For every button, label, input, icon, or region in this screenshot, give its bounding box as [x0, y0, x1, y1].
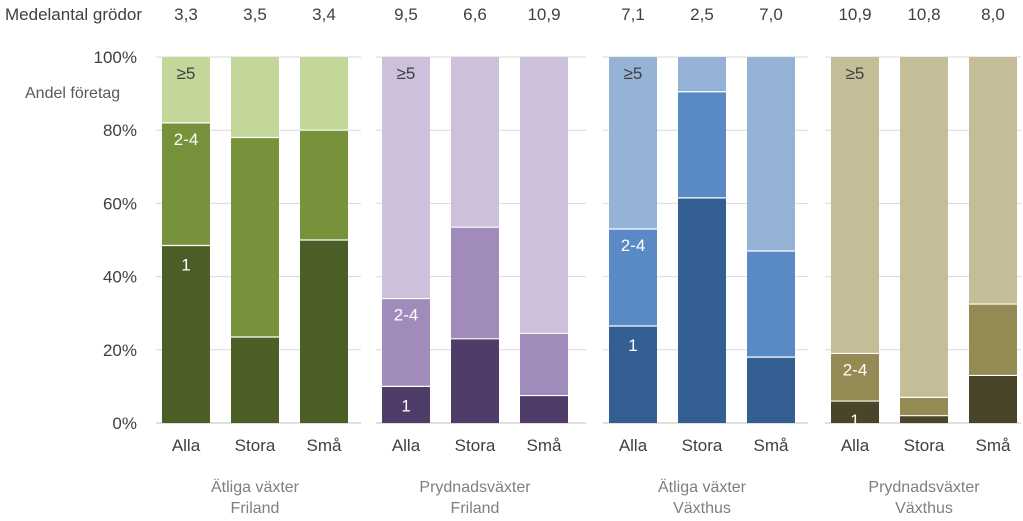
bar-segment: [162, 122, 210, 246]
mean-value: 8,0: [981, 5, 1005, 24]
mean-value: 10,9: [527, 5, 560, 24]
bar-segment: [678, 197, 726, 423]
group-label: Prydnadsväxter: [868, 479, 980, 496]
bar-segment: [609, 229, 657, 327]
group-label: Prydnadsväxter: [419, 479, 531, 496]
mean-row-label: Medelantal grödor: [5, 5, 142, 24]
bar-segment: [831, 57, 879, 354]
bar-segment: [300, 130, 348, 240]
x-tick-label: Alla: [392, 436, 421, 455]
bar-segment: [609, 326, 657, 423]
mean-value: 7,1: [621, 5, 645, 24]
bar-segment: [969, 304, 1017, 376]
segment-label: 2-4: [621, 236, 646, 255]
mean-value: 6,6: [463, 5, 487, 24]
bar-segment: [451, 338, 499, 423]
bars: [162, 57, 1017, 423]
labels: Medelantal grödor Andel företag 0% 20% 40%…: [5, 5, 1011, 517]
bar-segment: [969, 375, 1017, 423]
bar-segment: [747, 57, 795, 251]
group-label: Växthus: [895, 500, 953, 517]
x-tick-label: Små: [976, 436, 1012, 455]
mean-value: 3,3: [174, 5, 198, 24]
bar-segment: [678, 91, 726, 198]
x-tick-label: Stora: [235, 436, 276, 455]
x-tick-label: Alla: [172, 436, 201, 455]
y-tick-label: 80%: [103, 121, 137, 140]
bar-segment: [231, 336, 279, 423]
x-tick-label: Alla: [841, 436, 870, 455]
bar-segment: [520, 57, 568, 334]
bar-segment: [451, 227, 499, 339]
bar-segment: [609, 57, 657, 230]
bar-segment: [162, 245, 210, 423]
x-tick-label: Små: [307, 436, 343, 455]
bar-segment: [231, 137, 279, 337]
mean-value: 3,4: [312, 5, 336, 24]
bar-segment: [900, 415, 948, 423]
mean-value: 10,9: [838, 5, 871, 24]
bar-segment: [231, 57, 279, 138]
x-tick-label: Små: [754, 436, 790, 455]
bar-segment: [300, 57, 348, 131]
group-label: Friland: [231, 500, 280, 517]
segment-label: ≥5: [846, 64, 865, 83]
bar-segment: [831, 401, 879, 423]
group-label: Ätliga växter: [658, 478, 747, 496]
bar-segment: [520, 395, 568, 423]
bar-segment: [382, 298, 430, 387]
bar-segment: [678, 57, 726, 92]
y-tick-label: 100%: [94, 48, 137, 67]
group-label: Växthus: [673, 500, 731, 517]
segment-label: ≥5: [177, 64, 196, 83]
bar-segment: [900, 397, 948, 416]
segment-label: 2-4: [843, 360, 868, 379]
group-label: Ätliga växter: [211, 478, 300, 496]
gridlines: [156, 56, 1021, 424]
segment-label: 1: [850, 411, 859, 430]
bar-segment: [300, 240, 348, 423]
bar-segment: [831, 353, 879, 402]
x-tick-label: Stora: [682, 436, 723, 455]
bar-segment: [520, 333, 568, 396]
bar-segment: [382, 386, 430, 423]
group-label: Friland: [451, 500, 500, 517]
segment-label: 1: [401, 396, 410, 415]
mean-value: 10,8: [907, 5, 940, 24]
y-tick-label: 20%: [103, 341, 137, 360]
segment-label: 1: [628, 336, 637, 355]
bar-segment: [747, 357, 795, 423]
bar-segment: [382, 57, 430, 299]
y-tick-label: 60%: [103, 194, 137, 213]
x-tick-label: Alla: [619, 436, 648, 455]
segment-label: ≥5: [624, 64, 643, 83]
bar-segment: [162, 57, 210, 123]
mean-value: 7,0: [759, 5, 783, 24]
x-tick-label: Stora: [904, 436, 945, 455]
bar-segment: [900, 57, 948, 398]
segment-label: 1: [181, 255, 190, 274]
segment-label: ≥5: [397, 64, 416, 83]
mean-value: 9,5: [394, 5, 418, 24]
y-axis-label: Andel företag: [25, 85, 120, 102]
x-tick-label: Stora: [455, 436, 496, 455]
segment-label: 2-4: [174, 130, 199, 149]
x-tick-label: Små: [527, 436, 563, 455]
bar-segment: [969, 57, 1017, 305]
mean-value: 2,5: [690, 5, 714, 24]
bar-segment: [451, 57, 499, 228]
segment-label: 2-4: [394, 306, 419, 325]
y-tick-label: 40%: [103, 268, 137, 287]
mean-value: 3,5: [243, 5, 267, 24]
bar-segment: [747, 250, 795, 358]
y-tick-label: 0%: [112, 414, 137, 433]
